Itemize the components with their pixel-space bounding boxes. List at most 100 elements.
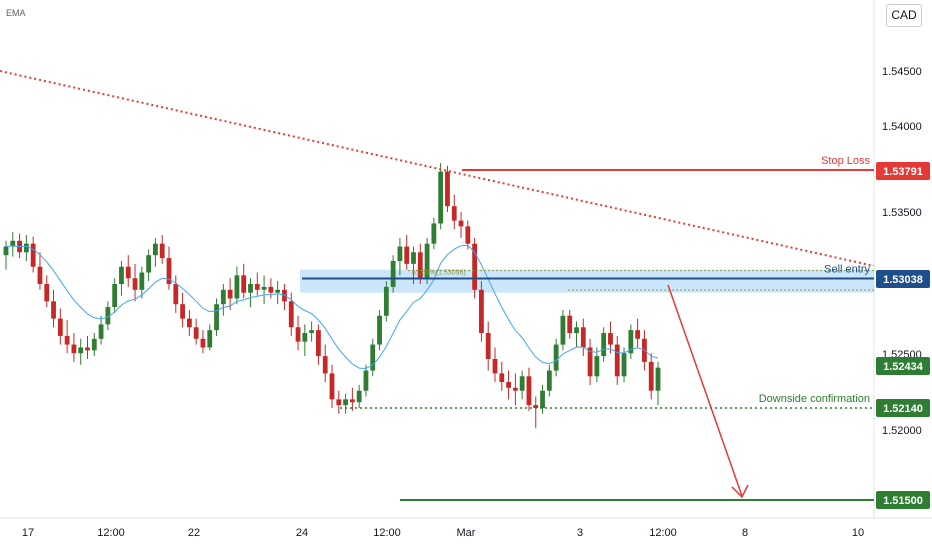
candle-body [492,358,498,374]
projection-arrow [667,284,743,497]
candle-body [44,284,50,302]
sell-entry-label: Sell entry [824,264,870,276]
candle-body [132,278,138,290]
time-tick-label: 12:00 [373,527,401,539]
candle-body [546,370,552,391]
candle-body [139,272,145,290]
candle-body [417,252,423,279]
candle-body [227,289,233,299]
price-badge-label: 1.52140 [883,403,923,415]
candle-body [445,171,450,207]
candle-body [98,324,104,339]
candle-body [397,246,403,261]
price-badge [876,491,930,509]
candle-body [648,361,654,391]
currency-badge[interactable]: CAD [886,4,922,27]
candle-body [424,243,430,279]
candle-body [635,330,641,339]
candle-body [377,315,382,345]
time-tick-label: 24 [296,527,308,539]
candle-body [119,266,124,285]
candle-body [64,335,70,345]
candle-body [370,344,376,371]
candle-body [57,318,63,336]
candle-body [234,275,240,299]
candle-body [173,284,179,305]
candle-body [587,347,593,377]
price-tick-label: 1.52000 [882,425,922,437]
time-tick-label: 3 [577,527,583,539]
time-tick-label: 22 [188,527,200,539]
candle-body [349,399,355,403]
candle-body [275,289,281,293]
candle-body [655,367,661,391]
candle-body [207,330,213,348]
candle-body [356,390,362,403]
time-tick-label: 17 [22,527,34,539]
candle-body [336,399,342,406]
candle-body [465,226,471,244]
candle-body [51,301,56,319]
candle-body [30,243,36,267]
price-tick-label: 1.54500 [882,66,922,78]
price-badge [876,162,930,180]
candle-body [241,275,247,293]
candle-body [540,390,545,408]
candle-body [193,327,199,339]
candle-body [220,289,226,305]
candle-body [159,243,165,259]
candle-body [78,347,84,354]
candle-body [200,338,206,348]
candle-body [71,344,77,354]
candle-body [309,330,315,334]
candle-body [472,243,478,290]
price-tick-label: 1.54000 [882,121,922,133]
candle-body [10,240,16,247]
candle-body [431,223,437,244]
candle-body [567,315,573,334]
price-badge [876,357,930,375]
candle-body [125,266,131,279]
time-tick-label: 8 [742,527,748,539]
candle-body [268,286,274,293]
projection-arrowhead [731,484,749,499]
candle-body [85,347,90,351]
candle-body [574,327,579,334]
candle-body [519,376,525,391]
sell-zone [300,269,874,293]
time-tick-label: 12:00 [97,527,125,539]
candle-body [580,327,586,348]
stop-loss-label: Stop Loss [821,155,870,167]
candle-body [261,286,267,290]
candles-group [3,162,661,429]
candle-body [383,286,389,316]
price-badge-label: 1.51500 [883,495,923,507]
candle-body [628,330,634,354]
price-badge-label: 1.52434 [883,361,924,373]
candle-body [601,333,607,357]
candle-body [3,246,9,256]
candle-body [390,260,396,287]
price-badge-label: 1.53038 [883,274,923,286]
candle-body [363,370,369,391]
price-badge-label: 1.53791 [883,166,923,178]
candle-body [404,246,410,264]
candle-body [506,382,511,388]
time-tick-label: Mar [457,527,476,539]
candle-body [180,304,185,319]
candle-body [594,356,600,377]
candle-body [186,318,192,328]
candle-body [438,171,444,224]
candle-body [411,252,416,264]
downside-confirmation-label: Downside confirmation [759,393,870,405]
candle-body [295,327,301,342]
candle-body [302,333,308,342]
candle-body [608,333,613,345]
candle-body [485,333,491,359]
candle-body [112,284,118,308]
descending-trendline [0,70,875,267]
price-tick-label: 1.53500 [882,207,922,219]
candle-body [91,338,97,351]
